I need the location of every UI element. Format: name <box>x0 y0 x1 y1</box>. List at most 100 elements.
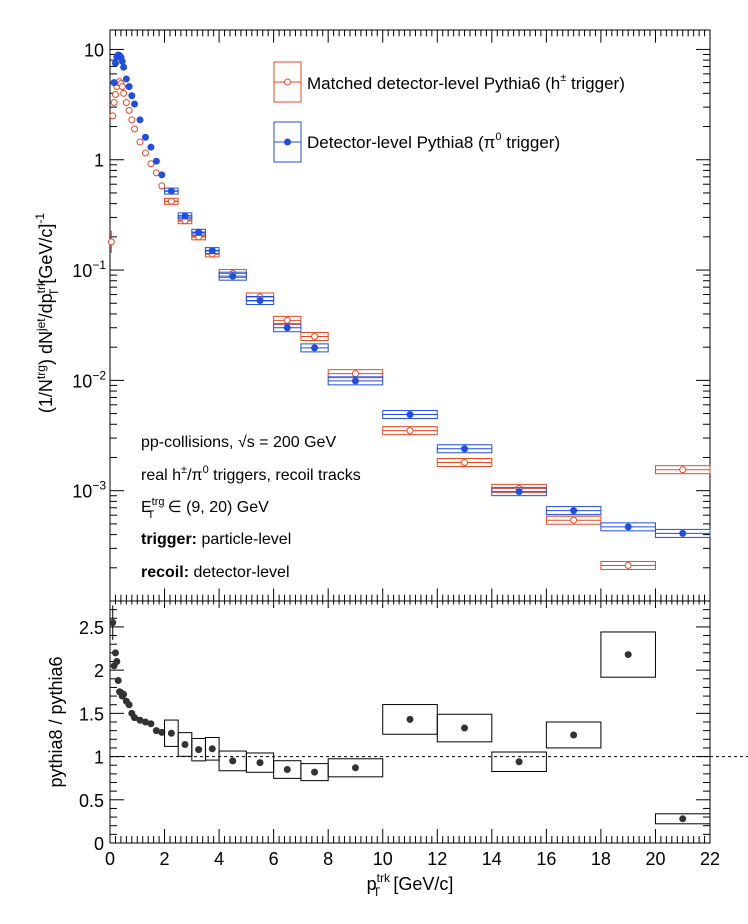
ratio-syst-box <box>327 758 384 778</box>
ratio-point <box>679 815 687 823</box>
pythia8-point <box>122 75 130 83</box>
pythia6-point <box>624 561 632 569</box>
ratio-point <box>208 745 216 753</box>
x-tick-label: 20 <box>645 849 665 869</box>
pythia6-point <box>125 106 133 114</box>
bottom-y-tick-label: 0 <box>94 834 104 854</box>
pythia8-point <box>136 116 144 124</box>
pythia6-point <box>147 160 155 168</box>
top-x-axis <box>109 30 711 601</box>
ratio-point <box>406 715 414 723</box>
ratio-point <box>195 746 203 754</box>
ratio-point <box>131 714 139 722</box>
pythia8-point <box>158 171 166 179</box>
ratio-syst-box <box>204 736 220 761</box>
ratio-point <box>181 740 189 748</box>
ratio-point <box>125 701 133 709</box>
pythia6-point <box>110 99 118 107</box>
pythia8-point <box>256 296 264 304</box>
pythia8-point <box>167 187 175 195</box>
x-tick-label: 22 <box>700 849 720 869</box>
x-tick-label: 8 <box>323 849 333 869</box>
pythia6-point <box>136 138 144 146</box>
top-y-tick-label: 10−2 <box>72 368 106 391</box>
ratio-point <box>152 727 160 735</box>
annotation-triggers: real h±/π0 triggers, recoil tracks <box>141 464 361 484</box>
pythia6-point <box>122 99 130 107</box>
pythia8-point <box>181 212 189 220</box>
pythia6-point <box>141 149 149 157</box>
ratio-point <box>136 716 144 724</box>
ratio-syst-box <box>654 813 711 825</box>
ratio-point <box>167 729 175 737</box>
pythia6-series <box>107 78 711 570</box>
pythia6-point <box>461 459 469 467</box>
x-tick-label: 12 <box>427 849 447 869</box>
bottom-y-axis: 0 0.5 1 1.5 2 2.5 <box>79 600 710 854</box>
bottom-y-axis-label: pythia8 / pythia6 <box>46 656 66 787</box>
pythia6-point <box>118 83 126 91</box>
pythia8-point <box>229 272 237 280</box>
bottom-panel: 0 0.5 1 1.5 2 2.5 0 2 4 6 8 10 12 14 16 18 20 22 pythia8… <box>46 600 748 899</box>
ratio-point <box>109 619 117 627</box>
ratio-point <box>570 731 578 739</box>
annotations: pp-collisions, √s = 200 GeV real h±/π0 t… <box>141 434 361 581</box>
x-tick-label: 0 <box>105 849 115 869</box>
top-y-tick-label: 10−1 <box>72 258 106 281</box>
bottom-y-tick-label: 1.5 <box>79 704 104 724</box>
pythia6-point <box>109 112 117 120</box>
ratio-point <box>283 766 291 774</box>
pythia6-point <box>131 125 139 133</box>
x-tick-label: 10 <box>373 849 393 869</box>
ratio-point <box>461 724 469 732</box>
x-tick-label: 2 <box>160 849 170 869</box>
pythia8-point <box>147 143 155 151</box>
pythia8-point <box>118 57 126 65</box>
top-panel: 10 1 10−1 10−2 10−3 (1/Ntrg) dNjet/dptrkT [G… <box>33 29 711 602</box>
top-y-tick-label: 10−3 <box>72 479 106 502</box>
bottom-x-axis: 0 2 4 6 8 10 12 14 16 18 20 22 <box>105 601 720 869</box>
ratio-syst-box <box>491 751 547 773</box>
x-tick-label: 16 <box>536 849 556 869</box>
top-y-axis: 10 1 10−1 10−2 10−3 <box>72 40 710 602</box>
pythia6-point <box>128 116 136 124</box>
pythia6-point <box>107 238 115 246</box>
pythia8-point <box>624 523 632 531</box>
pythia6-point <box>120 89 128 97</box>
bottom-y-tick-label: 0.5 <box>79 791 104 811</box>
pythia8-point <box>406 411 414 419</box>
legend-label-pythia8: Detector-level Pythia8 (π0 trigger) <box>307 131 560 152</box>
legend-entry-pythia8: Detector-level Pythia8 (π0 trigger) <box>273 121 560 163</box>
legend: Matched detector-level Pythia6 (h± trigg… <box>273 61 625 163</box>
bottom-y-tick-label: 2.5 <box>79 618 104 638</box>
pythia6-point <box>158 182 166 190</box>
pythia8-point <box>461 445 469 453</box>
ratio-syst-box <box>600 631 656 678</box>
pythia8-point <box>152 157 160 165</box>
legend-entry-pythia6: Matched detector-level Pythia6 (h± trigg… <box>273 61 625 103</box>
top-y-axis-label: (1/Ntrg) dNjet/dptrkT [GeV/c]-1 <box>33 213 61 413</box>
ratio-point <box>120 690 128 698</box>
ratio-point <box>111 649 119 657</box>
x-tick-label: 14 <box>482 849 502 869</box>
ratio-syst-box <box>545 721 602 749</box>
ratio-point <box>256 759 264 767</box>
x-tick-label: 4 <box>214 849 224 869</box>
pythia8-point <box>111 59 119 67</box>
ratio-point <box>158 728 166 736</box>
ratio-point <box>141 718 149 726</box>
pythia8-point <box>515 488 523 496</box>
pythia8-point <box>195 228 203 236</box>
pythia6-point <box>311 332 319 340</box>
pythia8-point <box>351 377 359 385</box>
legend-label-pythia6: Matched detector-level Pythia6 (h± trigg… <box>307 72 625 93</box>
x-tick-label: 18 <box>591 849 611 869</box>
pythia8-point <box>131 100 139 108</box>
pythia6-point <box>679 466 687 474</box>
pythia8-series <box>110 51 711 538</box>
top-y-tick-label: 1 <box>94 151 104 171</box>
annotation-et: Etrg T ∈ (9, 20) GeV <box>141 496 269 521</box>
pythia8-point <box>570 507 578 515</box>
bottom-y-tick-label: 2 <box>94 661 104 681</box>
